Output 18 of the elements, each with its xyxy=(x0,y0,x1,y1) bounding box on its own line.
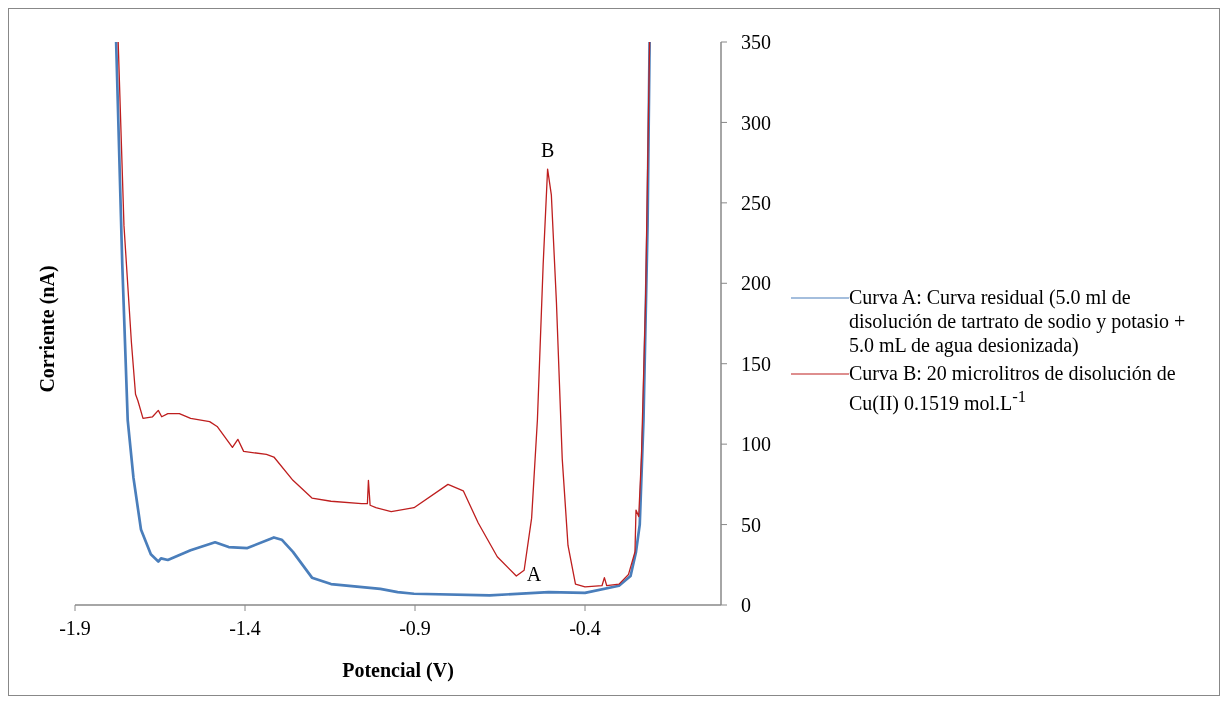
y-tick-label: 0 xyxy=(741,594,751,617)
x-tick-label: -1.9 xyxy=(59,617,91,640)
y-tick-label: 50 xyxy=(741,513,761,536)
legend-label: Curva A: Curva residual (5.0 ml de disolución de tartrato de sodio y potasio + 5.0 mL de agua desionizada) xyxy=(849,285,1187,358)
y-axis-title: Corriente (nA) xyxy=(35,265,59,393)
annotation: B xyxy=(540,139,555,162)
y-tick-label: 100 xyxy=(741,433,771,456)
y-tick-label: 150 xyxy=(741,352,771,375)
y-tick-label: 250 xyxy=(741,191,771,214)
legend-label: Curva B: 20 microlitros de disolución de Cu(II) 0.1519 mol.L$^{-1}$ xyxy=(849,361,1177,415)
x-tick-label: -0.4 xyxy=(569,617,601,640)
annotation: A xyxy=(526,562,542,585)
y-tick-label: 200 xyxy=(741,272,771,295)
y-tick-label: 350 xyxy=(741,31,771,54)
x-tick-label: -0.9 xyxy=(399,617,431,640)
x-axis-title: Potencial (V) xyxy=(342,659,454,682)
y-tick-label: 300 xyxy=(741,111,771,134)
x-tick-label: -1.4 xyxy=(229,617,261,640)
